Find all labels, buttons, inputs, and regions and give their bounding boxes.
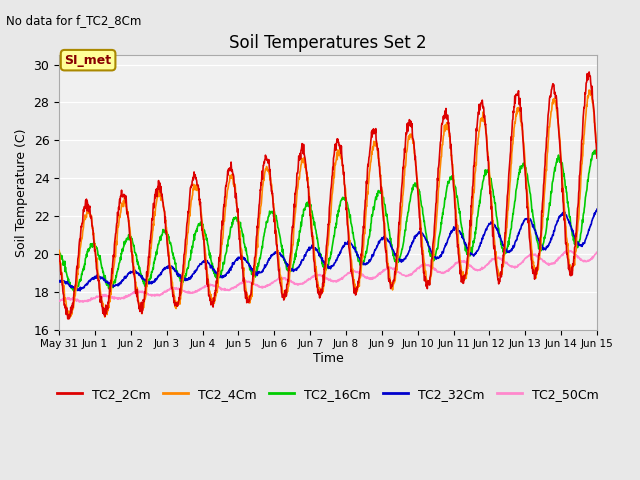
Text: No data for f_TC2_8Cm: No data for f_TC2_8Cm	[6, 14, 142, 27]
Title: Soil Temperatures Set 2: Soil Temperatures Set 2	[229, 34, 427, 52]
Legend: TC2_2Cm, TC2_4Cm, TC2_16Cm, TC2_32Cm, TC2_50Cm: TC2_2Cm, TC2_4Cm, TC2_16Cm, TC2_32Cm, TC…	[52, 383, 604, 406]
Text: SI_met: SI_met	[65, 54, 111, 67]
Y-axis label: Soil Temperature (C): Soil Temperature (C)	[15, 128, 28, 257]
X-axis label: Time: Time	[313, 352, 344, 365]
